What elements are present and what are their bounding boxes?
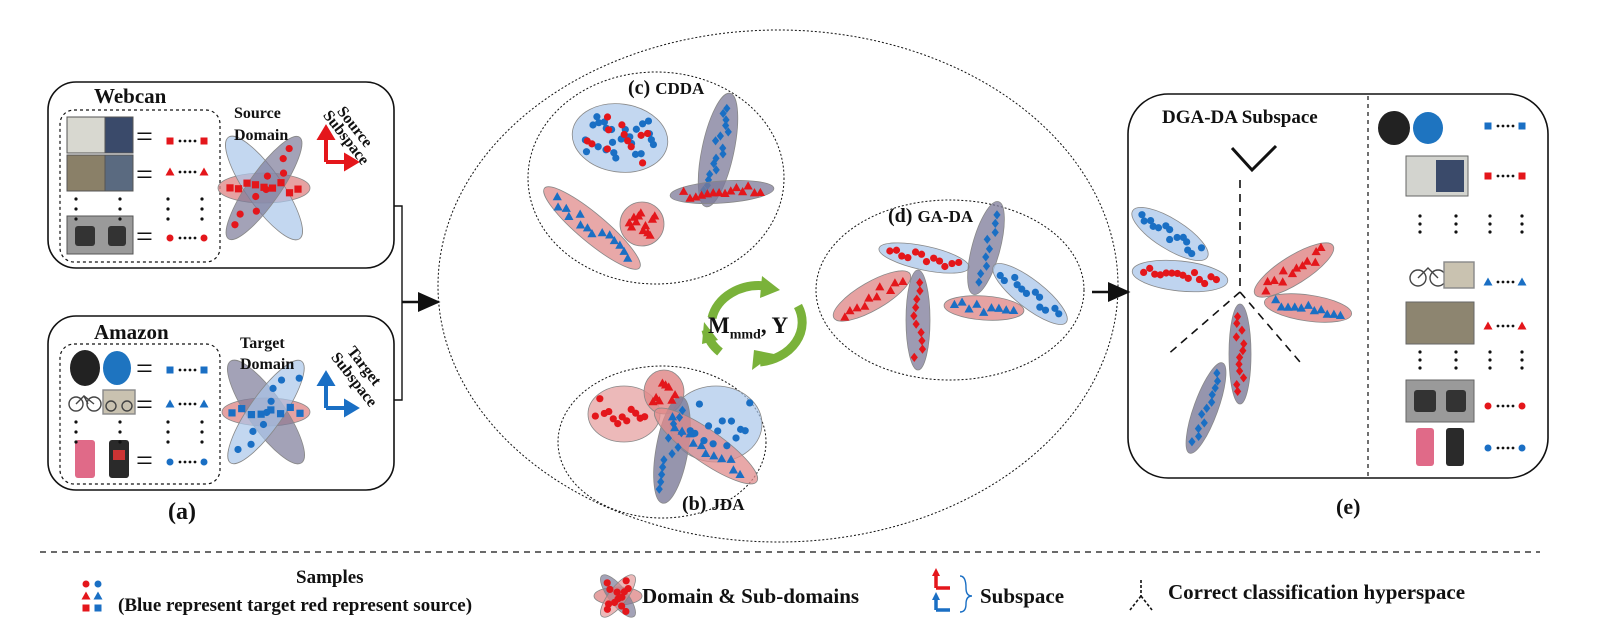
e-bike-image: [1409, 261, 1475, 289]
equals-sign: =: [136, 120, 153, 153]
cdda-label: (c) CDDA: [628, 77, 705, 99]
panel-a-label: (a): [168, 499, 196, 525]
e-mouse-image: [1378, 111, 1410, 145]
cdda-ellipse: [527, 71, 785, 285]
source-domain-label-1: Source: [234, 105, 281, 122]
jda-label: (b) JDA: [682, 493, 745, 515]
mmd-label: Mmmd, Y: [708, 313, 789, 343]
amazon-samples-box: [59, 343, 221, 485]
amazon-bike-image: [68, 389, 136, 415]
amazon-title: Amazon: [94, 320, 169, 344]
webcam-mouse-image: [66, 116, 106, 154]
equals-sign: =: [136, 444, 153, 477]
middle-clusters: [543, 92, 1068, 504]
cluster-ellipse: [1131, 207, 1209, 261]
legend-domain: Domain & Sub-domains: [642, 584, 860, 608]
source-domain-glyph: [217, 135, 311, 241]
e-bike-webcam-image: [1405, 301, 1475, 345]
equals-sign: =: [136, 220, 153, 253]
dgada-title: DGA-DA Subspace: [1162, 107, 1318, 128]
webcam-mouse-image-2: [104, 116, 134, 154]
legend-hyperspace: Correct classification hyperspace: [1168, 580, 1466, 604]
cluster-ellipse: [905, 269, 931, 371]
hyperspace-lines: [1165, 144, 1301, 363]
webcam-bike-image: [66, 154, 106, 192]
e-sample-rows: [1418, 122, 1527, 452]
target-domain-glyph: [221, 359, 311, 465]
panel-e-box: [1127, 93, 1549, 479]
webcam-samples-box: [59, 109, 221, 263]
equals-sign: =: [136, 158, 153, 191]
target-domain-label-2: Domain: [240, 356, 295, 373]
amazon-box: [47, 315, 395, 491]
legend-samples-desc: (Blue represent target red represent sou…: [118, 595, 473, 616]
cluster-ellipse: [832, 270, 912, 322]
legend-subspace: Subspace: [980, 584, 1065, 608]
webcam-box: [47, 81, 395, 269]
panel-e-label: (e): [1336, 494, 1361, 519]
amazon-phone-image: [75, 440, 95, 478]
cluster-ellipse: [619, 201, 665, 247]
e-phone-image: [1416, 428, 1434, 466]
gada-label: (d) GA-DA: [888, 205, 974, 227]
dgada-clusters: [1131, 207, 1353, 454]
target-subspace-icon: [316, 370, 360, 418]
webcam-bike-image-2: [104, 154, 134, 192]
legend-samples-title: Samples: [296, 567, 364, 588]
webcam-title: Webcan: [94, 84, 167, 108]
target-domain-label-1: Target: [240, 335, 285, 352]
equals-sign: =: [136, 388, 153, 421]
amazon-mouse-image: [70, 350, 100, 386]
sample-rows: [74, 137, 209, 466]
legend-hyperspace-icon: [1129, 580, 1153, 611]
legend-icons: [81, 574, 643, 618]
jda-ellipse: [557, 365, 767, 519]
bracket-connector: [394, 205, 403, 401]
equals-sign: =: [136, 352, 153, 385]
legend-subspace-icon: [932, 568, 973, 613]
source-domain-label-2: Domain: [234, 127, 289, 144]
source-subspace-icon: [316, 124, 360, 172]
gada-ellipse: [815, 199, 1085, 381]
